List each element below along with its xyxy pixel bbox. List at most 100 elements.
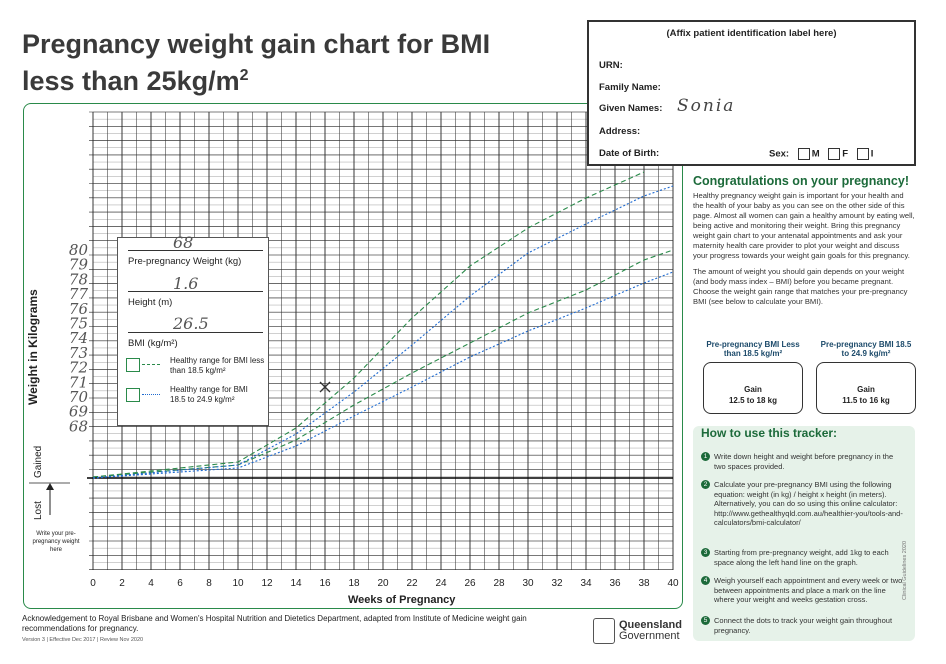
weight-label: Pre-pregnancy Weight (kg): [128, 256, 242, 267]
howto-step-2: 2 Calculate your pre-pregnancy BMI using …: [701, 480, 909, 528]
range1-label: Healthy range for BMI less than 18.5 kg/…: [170, 356, 265, 375]
y-hand-label: 78: [69, 270, 88, 288]
title-line-2: less than 25kg/m2: [22, 66, 249, 96]
gained-label: Gained: [33, 445, 44, 478]
y-hand-label: 80: [69, 241, 89, 259]
range1-upper-line: [92, 171, 645, 478]
x-tick-label: 4: [148, 578, 154, 589]
bmi2-title: Pre-pregnancy BMI 18.5 to 24.9 kg/m²: [820, 340, 912, 358]
congrats-paragraph-1: Healthy pregnancy weight gain is importa…: [693, 190, 915, 260]
howto-step-5: 5 Connect the dots to track your weight g…: [701, 616, 909, 635]
y-hand-label: 74: [69, 329, 88, 347]
x-tick-label: 36: [609, 578, 621, 589]
bmi-value: 26.5: [173, 314, 209, 333]
side-note: Clinical Guidelines 2020: [902, 540, 908, 600]
x-tick-label: 8: [206, 578, 212, 589]
address-field[interactable]: Address:: [599, 126, 641, 137]
y-hand-label: 70: [69, 388, 89, 406]
congrats-title: Congratulations on your pregnancy!: [693, 174, 909, 188]
congratulations-panel: Congratulations on your pregnancy! Healt…: [693, 168, 915, 307]
sex-f-checkbox[interactable]: [828, 148, 841, 160]
sex-m-checkbox[interactable]: [797, 148, 810, 160]
howto-title: How to use this tracker:: [701, 426, 838, 440]
x-tick-label: 30: [522, 578, 534, 589]
y-hand-label: 72: [69, 359, 88, 377]
version-info: Version 3 | Effective Dec 2017 | Review …: [22, 637, 144, 643]
patient-id-label: (Affix patient identification label here…: [587, 20, 916, 166]
write-weight-note: Write your pre-pregnancy weight here: [32, 531, 80, 553]
weight-mark-stroke-2: [319, 381, 331, 393]
x-tick-label: 28: [493, 578, 505, 589]
given-names-field[interactable]: Given Names:: [599, 103, 663, 114]
how-to-panel: How to use this tracker: 1 Write down hei…: [693, 426, 915, 641]
lost-arrow-head: [46, 483, 54, 490]
sex-i-checkbox[interactable]: [856, 148, 869, 160]
x-tick-label: 34: [580, 578, 592, 589]
bmi-range-2: Pre-pregnancy BMI 18.5 to 24.9 kg/m² Gai…: [816, 340, 916, 414]
range2-lower-line: [92, 271, 674, 479]
x-axis-label: Weeks of Pregnancy: [348, 594, 456, 606]
family-name-field[interactable]: Family Name:: [599, 82, 661, 93]
title-line-1: Pregnancy weight gain chart for BMI: [22, 29, 491, 59]
y-hand-label: 75: [69, 315, 88, 333]
height-value: 1.6: [173, 274, 199, 293]
crest-icon: [593, 618, 615, 644]
patient-measurements-box: 68 Pre-pregnancy Weight (kg) 1.6 Height …: [117, 233, 269, 426]
range2-label: Healthy range for BMI 18.5 to 24.9 kg/m²: [170, 385, 248, 404]
x-tick-label: 2: [119, 578, 125, 589]
x-tick-label: 14: [290, 578, 302, 589]
x-tick-label: 26: [464, 578, 476, 589]
lost-label: Lost: [33, 501, 44, 520]
weight-value: 68: [173, 233, 194, 252]
y-axis-label: Weight in Kilograms: [26, 289, 40, 405]
y-hand-label: 71: [69, 373, 88, 391]
x-tick-label: 38: [638, 578, 650, 589]
howto-step-4: 4 Weigh yourself each appointment and eve…: [701, 576, 909, 605]
y-hand-label: 77: [69, 285, 89, 303]
chart-frame: [23, 103, 683, 609]
qld-gov-logo: Queensland Government: [593, 618, 682, 644]
congrats-paragraph-2: The amount of weight you should gain dep…: [693, 266, 908, 306]
y-hand-label: 73: [69, 344, 88, 362]
bmi-range-1: Pre-pregnancy BMI Less than 18.5 kg/m² G…: [703, 340, 803, 414]
x-tick-label: 6: [177, 578, 183, 589]
x-tick-label: 10: [232, 578, 244, 589]
range2-swatch: [142, 394, 160, 395]
urn-field[interactable]: URN:: [599, 60, 623, 71]
patient-header: (Affix patient identification label here…: [666, 28, 837, 39]
bmi2-gauge: Gain 11.5 to 16 kg: [816, 362, 916, 414]
y-hand-label: 79: [69, 256, 89, 274]
range1-swatch: [142, 364, 160, 365]
y-hand-label: 68: [69, 417, 88, 435]
page-title: Pregnancy weight gain chart for BMI less…: [22, 28, 490, 97]
height-label: Height (m): [128, 297, 173, 308]
howto-step-1: 1 Write down height and weight before pre…: [701, 452, 909, 471]
bmi1-range: 12.5 to 18 kg: [728, 396, 778, 405]
bmi1-title: Pre-pregnancy BMI Less than 18.5 kg/m²: [706, 340, 800, 358]
given-names-value: Sonia: [677, 96, 736, 116]
range2-box[interactable]: [126, 388, 140, 402]
x-tick-label: 24: [435, 578, 447, 589]
x-tick-label: 40: [667, 578, 679, 589]
acknowledgement: Acknowledgement to Royal Brisbane and Wo…: [22, 614, 527, 633]
sex-field: Sex: M F I: [769, 148, 874, 160]
x-tick-label: 32: [551, 578, 563, 589]
y-hand-label: 76: [69, 300, 89, 318]
y-hand-label: 69: [69, 403, 89, 421]
bmi2-gain: Gain: [857, 385, 875, 394]
dob-field[interactable]: Date of Birth:: [599, 148, 660, 159]
x-tick-label: 22: [406, 578, 418, 589]
bmi1-gain: Gain: [744, 385, 762, 394]
bmi2-range: 11.5 to 16 kg: [842, 396, 890, 405]
range1-box[interactable]: [126, 358, 140, 372]
x-tick-label: 12: [261, 578, 273, 589]
range1-lower-line: [92, 249, 674, 478]
x-tick-label: 20: [377, 578, 389, 589]
howto-step-3: 3 Starting from pre-pregnancy weight, add…: [701, 548, 909, 567]
bmi-label: BMI (kg/m²): [128, 338, 178, 349]
bmi1-gauge: Gain 12.5 to 18 kg: [703, 362, 803, 414]
x-tick-label: 18: [348, 578, 360, 589]
x-tick-label: 0: [90, 578, 96, 589]
x-tick-label: 16: [319, 578, 331, 589]
